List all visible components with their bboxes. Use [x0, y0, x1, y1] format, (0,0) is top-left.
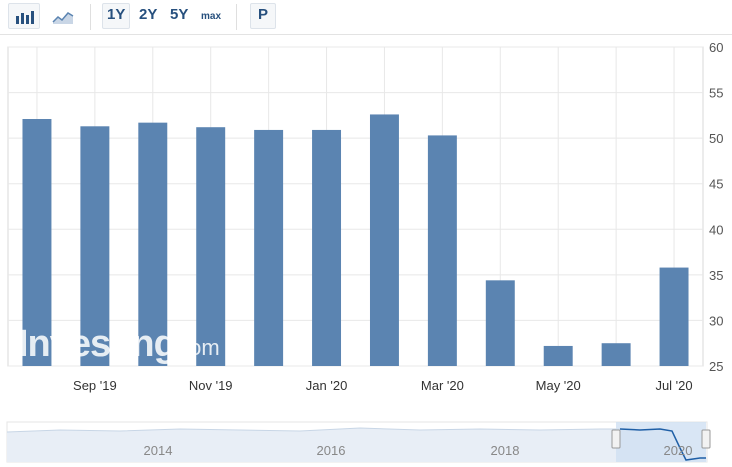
bar-nov-19[interactable]	[196, 127, 226, 366]
navigator-series-area	[7, 428, 707, 462]
navigator-selection[interactable]	[616, 422, 706, 462]
y-axis-ticks: 25 30 35 40 45 50 55 60	[709, 40, 723, 374]
y-tick-label: 35	[709, 268, 723, 283]
bar-jun-20[interactable]	[601, 343, 631, 366]
line-chart-icon	[52, 12, 74, 24]
toolbar-divider	[236, 4, 237, 30]
bar-chart: Investing .com 25 30 35 40 45 50 55 60 Sep '19 N…	[7, 40, 723, 393]
navigator-year-label: 2014	[144, 443, 173, 458]
bar-oct-19[interactable]	[138, 122, 168, 366]
x-axis-ticks: Sep '19 Nov '19 Jan '20 Mar '20 May '20 Jul '…	[73, 378, 693, 393]
x-tick-label: Sep '19	[73, 378, 117, 393]
y-tick-label: 55	[709, 86, 723, 101]
grid-lines	[7, 46, 704, 367]
y-tick-label: 25	[709, 359, 723, 374]
watermark-suffix: .com	[172, 335, 220, 360]
range-1y-label[interactable]: 1Y	[107, 6, 126, 23]
range-2y-button[interactable]: 2Y	[139, 6, 158, 23]
chart-toolbar: 1Y 2Y 5Y max P	[0, 0, 732, 35]
bar-jul-20[interactable]	[659, 267, 689, 366]
bar-jan-20[interactable]	[312, 129, 342, 366]
line-chart-button[interactable]	[46, 3, 78, 29]
navigator: 2014 2016 2018 2020	[6, 421, 711, 463]
y-tick-label: 30	[709, 313, 723, 328]
navigator-series-line	[6, 427, 620, 433]
navigator-year-label: 2018	[491, 443, 520, 458]
bar-chart-button[interactable]	[8, 3, 40, 29]
bar-chart-icon	[16, 11, 34, 24]
x-tick-label: Jul '20	[655, 378, 692, 393]
bar-apr-20[interactable]	[485, 280, 515, 366]
navigator-selected-line	[619, 428, 706, 461]
x-tick-label: Jan '20	[306, 378, 348, 393]
navigator-right-handle[interactable]	[701, 429, 711, 449]
y-tick-label: 50	[709, 131, 723, 146]
toolbar-divider	[90, 4, 91, 30]
navigator-left-handle[interactable]	[611, 429, 621, 449]
bars	[22, 114, 689, 367]
navigator-year-label: 2016	[317, 443, 346, 458]
range-5y-button[interactable]: 5Y	[170, 6, 189, 23]
p-button[interactable]	[250, 3, 276, 29]
bar-may-20[interactable]	[543, 345, 573, 366]
y-tick-label: 45	[709, 177, 723, 192]
x-tick-label: May '20	[536, 378, 581, 393]
bar-feb-20[interactable]	[369, 114, 399, 367]
watermark-brand: Investing	[18, 323, 176, 365]
plot-frame	[7, 46, 704, 367]
investing-watermark: Investing .com	[18, 323, 220, 365]
bar-dec-19[interactable]	[254, 129, 284, 366]
bar-mar-20[interactable]	[427, 135, 457, 366]
navigator-year-label: 2020	[664, 443, 693, 458]
bar-sep-19[interactable]	[80, 126, 110, 367]
range-max-button[interactable]: max	[201, 11, 222, 22]
x-tick-label: Mar '20	[421, 378, 464, 393]
y-tick-label: 40	[709, 222, 723, 237]
x-tick-label: Nov '19	[189, 378, 233, 393]
range-1y-button[interactable]	[102, 3, 130, 29]
navigator-year-labels: 2014 2016 2018 2020	[144, 443, 693, 458]
p-button-label[interactable]: P	[258, 6, 269, 23]
y-tick-label: 60	[709, 40, 723, 55]
bar-aug-19[interactable]	[22, 119, 52, 366]
